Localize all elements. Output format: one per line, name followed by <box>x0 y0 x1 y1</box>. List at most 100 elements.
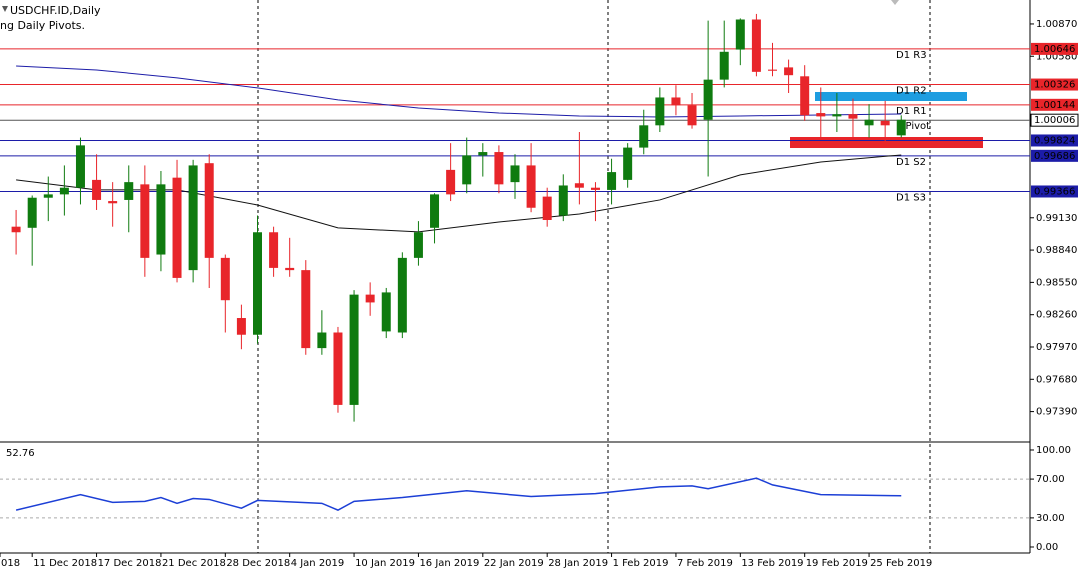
candle-body <box>430 194 440 228</box>
zone-box <box>790 137 983 148</box>
price-tag-label: 0.99366 <box>1034 186 1075 197</box>
price-tag-label: 0.99824 <box>1034 135 1075 146</box>
moving-average <box>16 65 902 118</box>
pivot-label: D1 S2 <box>896 157 926 168</box>
x-tick-label: 16 Jan 2019 <box>419 558 479 569</box>
candle-body <box>864 119 874 126</box>
x-tick-label: 13 Feb 2019 <box>741 558 803 569</box>
candle-body <box>381 292 391 332</box>
candle-body <box>494 152 504 185</box>
y-tick-label: 70.00 <box>1036 474 1065 485</box>
candle-body <box>365 294 375 303</box>
price-tag <box>1031 42 1078 55</box>
y-tick-label: 0.97680 <box>1036 374 1077 385</box>
price-tag-label: 1.00326 <box>1034 80 1075 91</box>
candle-body <box>317 332 327 349</box>
candle-body <box>253 232 262 335</box>
y-tick-label: 0.99130 <box>1036 213 1077 224</box>
candle-body <box>639 125 649 148</box>
candle-body <box>59 187 69 195</box>
y-tick-label: 30.00 <box>1036 513 1065 524</box>
price-tag <box>1031 134 1078 147</box>
x-tick-label: 19 Feb 2019 <box>806 558 868 569</box>
candle-body <box>75 145 85 188</box>
candle-body <box>333 332 343 405</box>
x-tick-label: 1 Feb 2019 <box>613 558 669 569</box>
candle-body <box>542 196 552 220</box>
x-tick-label: 21 Dec 2018 <box>162 558 226 569</box>
price-tag-label: 1.00006 <box>1034 115 1075 126</box>
candle-body <box>397 257 407 333</box>
symbol-icon <box>2 6 8 12</box>
candle-body <box>349 294 359 405</box>
indicator-value: 52.76 <box>6 448 35 459</box>
y-tick-label: 0.98550 <box>1036 277 1077 288</box>
candle-body <box>671 97 681 106</box>
price-tag <box>1030 113 1079 127</box>
candle-body <box>220 257 230 301</box>
candle-body <box>574 183 584 188</box>
y-tick-label: 0.97390 <box>1036 407 1077 418</box>
pivot-label: D1 R2 <box>896 86 927 97</box>
candle-body <box>832 114 842 117</box>
price-tag <box>1031 149 1078 162</box>
candle-body <box>558 185 568 216</box>
candle-body <box>108 201 118 204</box>
y-tick-label: 0.97970 <box>1036 342 1077 353</box>
candle-body <box>27 197 37 228</box>
candle-body <box>204 163 214 258</box>
pivot-label: D1 R1 <box>896 106 927 117</box>
candle-body <box>462 155 472 185</box>
candle-body <box>269 232 279 268</box>
candle-body <box>510 165 520 183</box>
candle-body <box>655 97 665 126</box>
y-tick-label: 1.00870 <box>1036 19 1077 30</box>
shift-marker <box>891 0 899 5</box>
candle-body <box>156 184 166 255</box>
candle-body <box>590 187 600 190</box>
candle-body <box>719 51 729 80</box>
candle-body <box>880 120 890 126</box>
pivot-label: D1 R3 <box>896 50 927 61</box>
candle-body <box>703 79 713 120</box>
x-tick-label: 28 Dec 2018 <box>226 558 290 569</box>
candle-body <box>236 318 246 335</box>
candle-body <box>623 147 633 180</box>
x-tick-label: 25 Feb 2019 <box>870 558 932 569</box>
candle-body <box>140 184 150 258</box>
candle-body <box>751 19 761 72</box>
candle-body <box>124 182 134 200</box>
indicator-line <box>15 477 902 511</box>
indicator-title: ng Daily Pivots. <box>0 19 85 32</box>
price-tag-label: 0.99686 <box>1034 151 1075 162</box>
candle-body <box>301 270 311 349</box>
candle-body <box>607 172 617 190</box>
candle-body <box>478 152 488 156</box>
pivot-label: 1 Pivot <box>896 121 930 132</box>
zone-box <box>815 92 967 101</box>
candle-body <box>285 267 295 271</box>
candle-body <box>735 19 745 50</box>
candle-body <box>11 226 21 233</box>
candle-body <box>784 67 794 76</box>
price-tag-label: 1.00144 <box>1034 100 1075 111</box>
candle-body <box>188 165 198 271</box>
candle-body <box>816 113 826 117</box>
candle-body <box>800 76 810 116</box>
price-tag <box>1031 78 1078 91</box>
x-tick-label: 11 Dec 2018 <box>33 558 97 569</box>
y-tick-label: 0.00 <box>1036 542 1058 553</box>
y-tick-label: 0.98840 <box>1036 245 1077 256</box>
x-tick-label: 4 Jan 2019 <box>291 558 345 569</box>
candle-body <box>446 169 456 195</box>
pivot-label: D1 S3 <box>896 192 926 203</box>
x-tick-label: 17 Dec 2018 <box>98 558 162 569</box>
y-tick-label: 1.00580 <box>1036 51 1077 62</box>
x-tick-label: 22 Jan 2019 <box>484 558 544 569</box>
candle-body <box>768 69 777 71</box>
symbol-title: USDCHF.ID,Daily <box>10 4 101 17</box>
candle-body <box>92 179 102 200</box>
candle-body <box>687 105 697 126</box>
candle-body <box>413 232 423 258</box>
